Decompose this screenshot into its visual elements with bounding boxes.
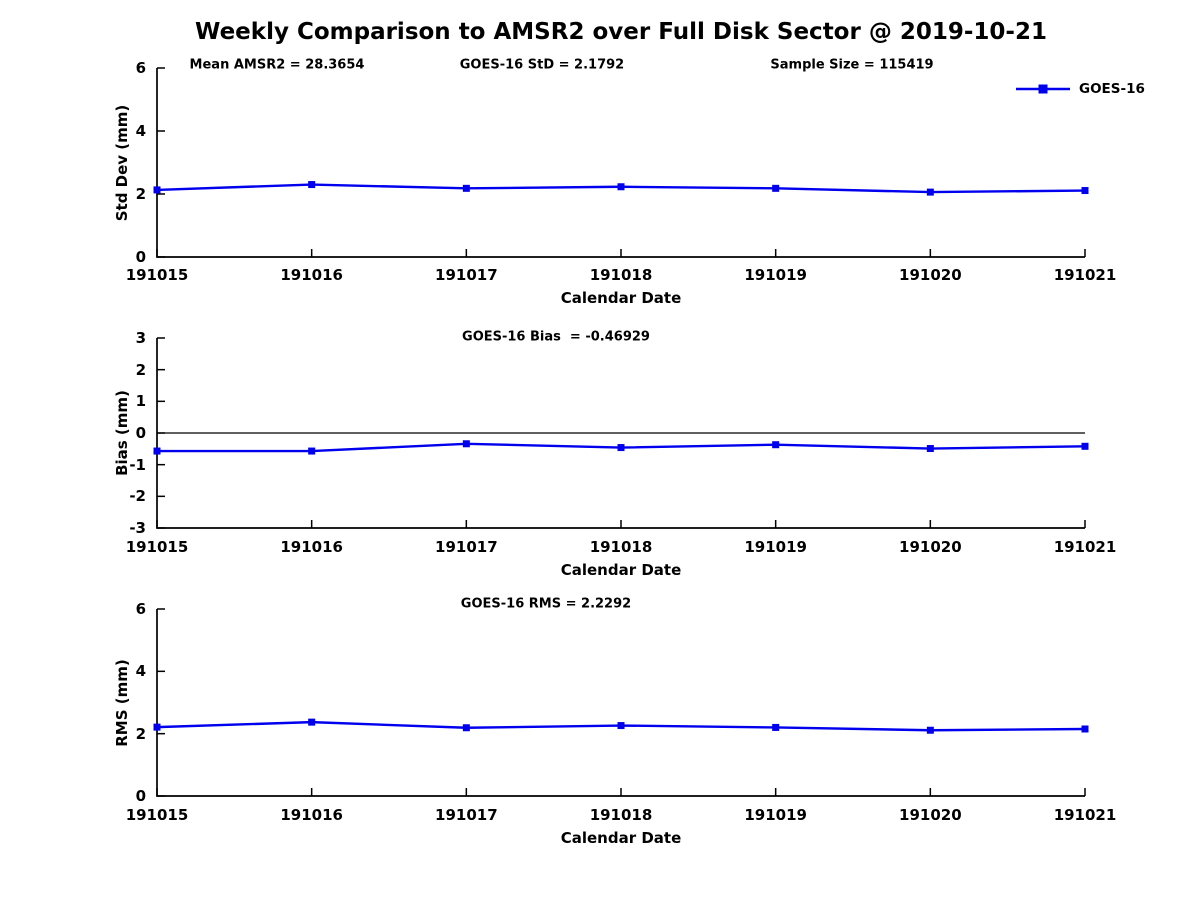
std-dev-ytick-label: 2 [135,185,146,203]
rms-xtick-label: 191021 [1053,806,1117,824]
rms-data-marker [462,724,470,732]
rms-data-line [156,720,1086,732]
std-dev-xtick-label: 191021 [1053,266,1117,284]
std-dev-annotation: Mean AMSR2 = 28.3654 [189,57,365,73]
std-dev-data-marker [1081,187,1089,195]
bias-ytick-label: -1 [129,455,146,474]
bias-x-axis-label: Calendar Date [560,561,682,579]
rms-ytick-label: 2 [135,724,146,743]
std-dev-ytick-label: 0 [135,248,146,266]
rms-xtick-label: 191016 [280,806,343,824]
rms-data-marker [617,722,625,730]
std-dev-annotation: GOES-16 StD = 2.1792 [459,57,625,73]
bias-data-marker [617,444,625,452]
std-dev-annotation: Sample Size = 115419 [770,57,934,73]
bias-ytick-label: 3 [135,329,146,347]
bias-data-marker [772,441,780,449]
bias-xtick-label: 191017 [435,538,498,556]
bias-ytick-label: 2 [135,360,146,379]
std-dev-data-line [156,183,1086,194]
rms-data-marker [308,718,316,726]
std-dev-data-marker [617,183,625,191]
bias-xtick-label: 191020 [899,538,962,556]
std-dev-ytick-label: 6 [135,59,146,77]
rms-ytick-label: 0 [135,787,146,805]
std-dev-xtick-label: 191016 [280,266,343,284]
std-dev-data-marker [308,181,316,189]
std-dev-xtick-label: 191018 [589,266,653,284]
std-dev-axes [156,68,1085,258]
bias-xtick-label: 191015 [125,538,189,556]
std-dev-data-marker [153,186,161,194]
bias-xtick-label: 191018 [589,538,653,556]
legend: GOES-16 [1014,80,1145,98]
bias-data-marker [308,447,316,455]
legend-line-marker-icon [1016,84,1070,94]
bias-data-marker [153,447,161,455]
figure-title: Weekly Comparison to AMSR2 over Full Dis… [195,19,1047,45]
std-dev-data-marker [772,184,780,192]
rms-xtick-label: 191018 [589,806,653,824]
rms-axes [156,609,1085,797]
rms-xtick-label: 191019 [744,806,807,824]
bias-xtick-label: 191016 [280,538,343,556]
std-dev-x-axis-label: Calendar Date [560,289,682,307]
std-dev-xtick-label: 191017 [435,266,498,284]
bias-xtick-label: 191019 [744,538,807,556]
rms-xtick-label: 191015 [125,806,189,824]
std-dev-ytick-label: 4 [135,122,146,140]
bias-ytick-label: -2 [129,487,146,506]
rms-annotation: GOES-16 RMS = 2.2292 [460,596,632,612]
std-dev-xtick-label: 191015 [125,266,189,284]
rms-data-marker [772,723,780,731]
bias-ytick-label: 0 [135,424,146,442]
legend-label: GOES-16 [1079,81,1145,97]
rms-x-axis-label: Calendar Date [560,829,682,847]
bias-data-line [157,442,1086,453]
rms-ytick-label: 6 [135,600,146,618]
bias-xtick-label: 191021 [1053,538,1117,556]
rms-data-marker [153,723,161,731]
std-dev-xtick-label: 191019 [744,266,807,284]
std-dev-data-marker [462,184,470,192]
rms-ytick-label: 4 [135,662,146,681]
rms-data-marker [926,726,934,734]
std-dev-xtick-label: 191020 [899,266,962,284]
bias-data-marker [926,445,934,453]
bias-ytick-label: -3 [129,519,146,537]
rms-xtick-label: 191017 [435,806,498,824]
bias-y-axis-label: Bias (mm) [113,390,131,476]
bias-annotation: GOES-16 Bias = -0.46929 [462,329,650,345]
bias-data-marker [1081,442,1089,450]
bias-ytick-label: 1 [135,392,146,411]
std-dev-y-axis-label: Std Dev (mm) [113,104,131,221]
rms-y-axis-label: RMS (mm) [113,658,131,747]
rms-xtick-label: 191020 [899,806,962,824]
bias-data-marker [462,440,470,448]
bias-axes [156,338,1085,529]
std-dev-data-marker [926,188,934,196]
rms-data-marker [1081,725,1089,733]
